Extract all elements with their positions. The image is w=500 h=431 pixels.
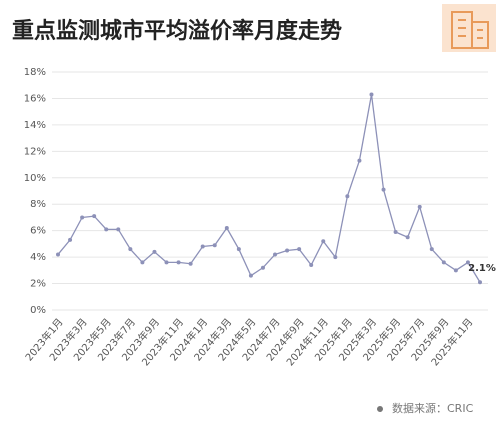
y-tick-label: 10% [24, 173, 46, 184]
point [128, 247, 133, 252]
point [224, 226, 229, 231]
point [92, 214, 97, 219]
point [333, 255, 338, 260]
building-icon [442, 4, 496, 52]
point [68, 237, 73, 242]
y-tick-label: 0% [30, 305, 46, 316]
y-tick-label: 8% [30, 199, 46, 210]
point [212, 243, 217, 248]
y-tick-label: 4% [30, 252, 46, 263]
point [152, 249, 157, 254]
point [357, 158, 362, 163]
source-dot [377, 406, 383, 412]
y-tick-label: 16% [24, 93, 46, 104]
point [417, 204, 422, 209]
chart-title: 重点监测城市平均溢价率月度走势 [12, 18, 342, 44]
point [478, 280, 482, 285]
y-tick-label: 12% [24, 146, 46, 157]
point [188, 261, 193, 266]
point [369, 92, 374, 97]
point [104, 227, 109, 232]
y-tick-label: 2% [30, 279, 46, 290]
y-tick-label: 14% [24, 120, 46, 131]
point [285, 248, 290, 253]
y-tick-label: 18% [24, 67, 46, 78]
point [260, 265, 265, 270]
point [116, 227, 121, 232]
y-tick-label: 6% [30, 226, 46, 237]
point [393, 229, 398, 234]
point [453, 268, 458, 273]
point [140, 260, 145, 265]
series-line [57, 94, 481, 283]
point [164, 260, 169, 265]
point [321, 239, 326, 244]
point [176, 260, 181, 265]
point [465, 260, 470, 265]
point [441, 260, 446, 265]
point [405, 235, 410, 240]
point [309, 263, 314, 268]
point [381, 187, 386, 192]
source: 数据来源：CRIC [392, 401, 474, 415]
point [345, 194, 350, 199]
point [273, 252, 278, 257]
point [236, 247, 241, 252]
point [80, 215, 85, 220]
point [248, 273, 253, 278]
point [297, 247, 302, 252]
point [56, 252, 60, 257]
point [429, 247, 434, 252]
point [200, 244, 205, 249]
value-label: 2.1% [468, 263, 496, 274]
